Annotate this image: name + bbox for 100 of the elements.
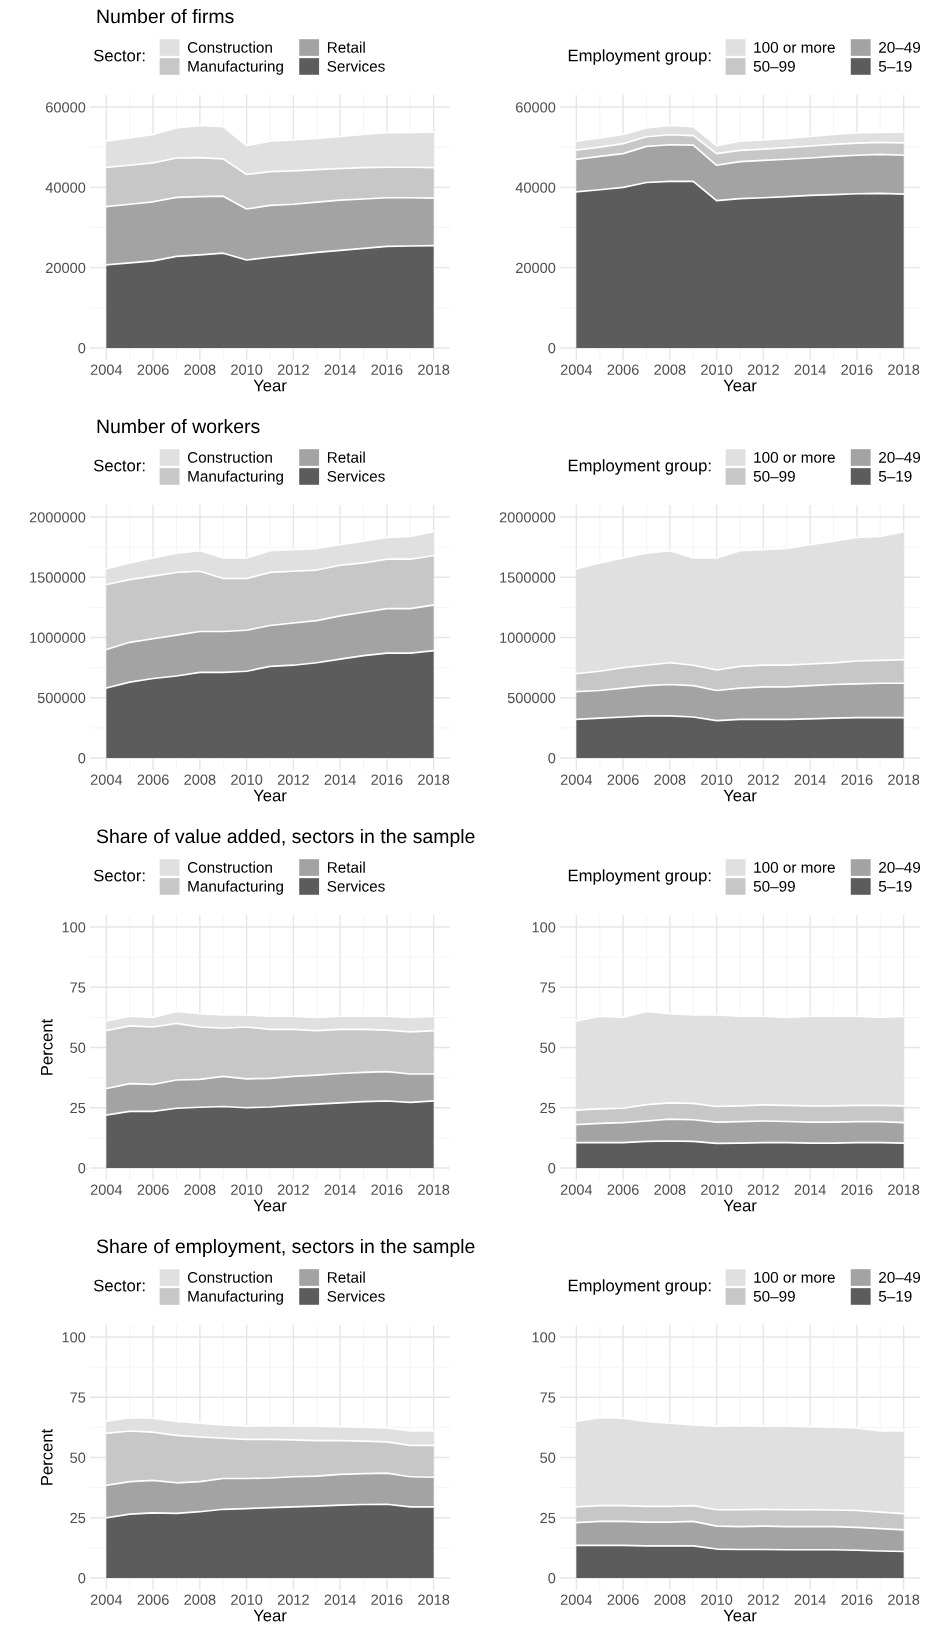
y-tick-label: 2000000	[29, 512, 86, 523]
x-axis-title: Year	[723, 1609, 757, 1622]
legend-title: Sector:	[93, 869, 145, 882]
x-tick-label: 2006	[137, 364, 169, 375]
x-tick-label: 2006	[607, 1594, 639, 1605]
x-tick-label: 2012	[277, 774, 309, 785]
x-tick-label: 2014	[794, 364, 826, 375]
x-tick-label: 2012	[747, 364, 779, 375]
x-tick-label: 2010	[701, 1184, 733, 1195]
legend-label: Construction	[187, 861, 272, 873]
x-tick-label: 2006	[607, 774, 639, 785]
y-tick-label: 50	[540, 1042, 556, 1053]
x-tick-label: 2004	[560, 774, 593, 785]
legend-label: 5–19	[878, 880, 912, 892]
legend-label: Services	[327, 1290, 385, 1302]
y-tick-label: 0	[548, 753, 556, 764]
y-tick-label: 50	[70, 1452, 86, 1463]
x-axis-title: Year	[253, 1199, 287, 1212]
x-tick-label: 2016	[841, 1594, 873, 1605]
legend-label: Services	[327, 880, 385, 892]
legend-label: Construction	[187, 1271, 272, 1283]
x-tick-label: 2008	[184, 364, 216, 375]
x-tick-label: 2008	[654, 774, 686, 785]
legend-label: 20–49	[879, 861, 921, 873]
y-tick-label: 75	[70, 982, 86, 993]
legend-label: 20–49	[879, 41, 921, 53]
y-tick-label: 1500000	[30, 572, 86, 583]
x-axis-title: Year	[723, 379, 757, 392]
legend-title: Employment group:	[568, 49, 711, 65]
x-tick-label: 2014	[324, 1184, 356, 1195]
y-tick-label: 25	[70, 1102, 86, 1114]
y-tick-label: 50	[70, 1042, 86, 1053]
y-tick-label: 0	[548, 1163, 556, 1174]
x-tick-label: 2016	[371, 1594, 403, 1605]
x-tick-label: 2010	[701, 1594, 733, 1605]
x-tick-label: 2016	[371, 1184, 403, 1195]
x-tick-label: 2018	[418, 1184, 450, 1195]
legend-label: Retail	[327, 41, 365, 53]
y-tick-label: 50	[540, 1452, 556, 1463]
x-tick-label: 2008	[654, 1184, 686, 1195]
x-tick-label: 2018	[888, 1184, 920, 1195]
y-tick-label: 75	[540, 982, 556, 993]
y-tick-label: 0	[78, 753, 86, 764]
x-tick-label: 2008	[654, 1594, 686, 1605]
x-axis-title: Year	[723, 789, 757, 802]
legend-label: Services	[327, 60, 385, 72]
x-axis-title: Year	[253, 1609, 287, 1622]
x-axis-title: Year	[723, 1199, 757, 1212]
y-tick-label: 25	[540, 1512, 556, 1524]
legend-label: 5–19	[878, 60, 912, 72]
y-tick-label: 20000	[516, 262, 556, 274]
legend-label: Construction	[187, 41, 272, 53]
chart-title: Number of firms	[97, 8, 234, 24]
y-axis-title: Percent	[41, 1428, 53, 1485]
legend-label: Manufacturing	[188, 470, 283, 485]
legend-label: 100 or more	[754, 41, 835, 53]
legend-title: Employment group:	[568, 1279, 711, 1295]
x-tick-label: 2004	[560, 364, 593, 375]
legend-label: Retail	[327, 451, 365, 463]
x-tick-label: 2006	[607, 1184, 639, 1195]
x-tick-label: 2006	[137, 1184, 169, 1195]
x-tick-label: 2014	[324, 364, 356, 375]
y-axis-title: Percent	[41, 1018, 53, 1075]
y-tick-label: 0	[548, 1573, 556, 1584]
x-tick-label: 2004	[90, 364, 123, 375]
legend-label: Retail	[327, 1271, 365, 1283]
legend-label: 50–99	[753, 880, 795, 892]
x-tick-label: 2008	[654, 364, 686, 375]
y-tick-label: 100	[62, 1332, 86, 1343]
x-tick-label: 2016	[371, 364, 403, 375]
x-tick-label: 2012	[747, 1184, 779, 1195]
legend-label: Manufacturing	[188, 880, 283, 895]
legend-label: 5–19	[878, 470, 912, 482]
x-tick-label: 2016	[841, 1184, 873, 1195]
x-tick-label: 2018	[418, 774, 450, 785]
x-tick-label: 2012	[277, 1184, 309, 1195]
x-tick-label: 2014	[794, 774, 826, 785]
y-tick-label: 0	[78, 343, 86, 354]
legend-title: Sector:	[93, 49, 145, 62]
legend-title: Employment group:	[568, 869, 711, 885]
legend-label: 5–19	[878, 1290, 912, 1302]
legend-label: Retail	[327, 861, 365, 873]
chart-title: Share of value added, sectors in the sample	[96, 828, 475, 848]
legend-label: 50–99	[753, 60, 795, 72]
x-axis-title: Year	[253, 379, 287, 392]
x-tick-label: 2010	[231, 1184, 263, 1195]
y-tick-label: 25	[70, 1512, 86, 1524]
legend-label: 50–99	[753, 470, 795, 482]
x-tick-label: 2004	[90, 1594, 123, 1605]
x-tick-label: 2018	[888, 1594, 920, 1605]
y-tick-label: 0	[78, 1163, 86, 1174]
x-tick-label: 2008	[184, 1184, 216, 1195]
y-tick-label: 25	[540, 1102, 556, 1114]
x-tick-label: 2008	[184, 1594, 216, 1605]
x-tick-label: 2012	[747, 1594, 779, 1605]
chart-title: Share of employment, sectors in the sample	[96, 1238, 475, 1258]
x-tick-label: 2006	[137, 774, 169, 785]
y-tick-label: 40000	[45, 182, 86, 193]
x-tick-label: 2004	[90, 1184, 123, 1195]
x-tick-label: 2012	[277, 1594, 309, 1605]
